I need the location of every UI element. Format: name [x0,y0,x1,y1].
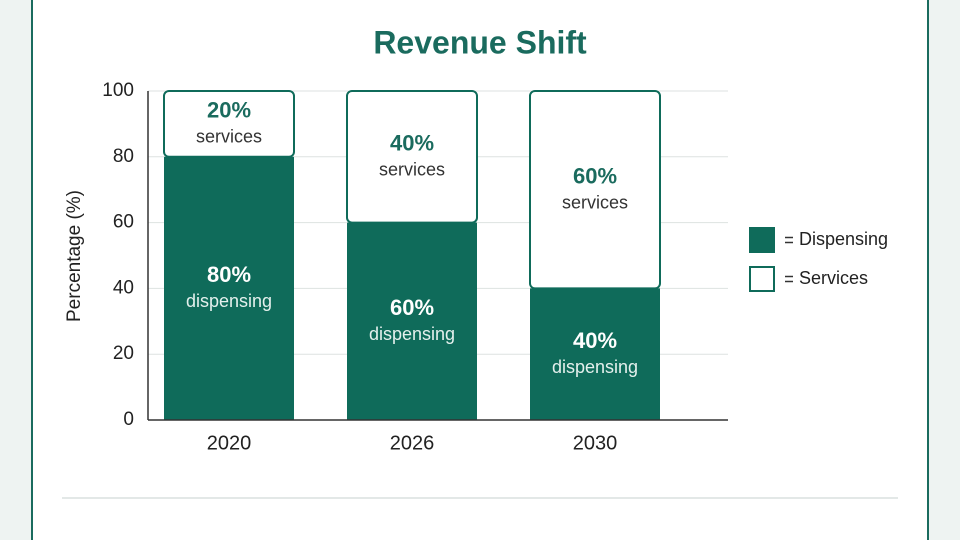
x-tick-label: 2026 [390,432,435,454]
legend-swatch [749,266,775,292]
value-label: 40% [573,328,617,353]
y-tick-label: 100 [102,80,134,101]
y-axis-label: Percentage (%) [64,190,85,322]
segment-label: dispensing [369,324,455,344]
segment-label: dispensing [552,357,638,377]
bar-segment [164,156,294,421]
segment-label: services [196,127,262,147]
chart-title: Revenue Shift [373,24,587,60]
bar-segment [346,90,478,224]
segment-label: dispensing [186,291,272,311]
bar-segment [347,222,477,420]
value-label: 60% [573,164,617,189]
y-tick-label: 80 [113,146,134,167]
y-tick-label: 20 [113,343,134,364]
x-tick-label: 2020 [207,432,252,454]
y-tick-label: 60 [113,212,134,233]
value-label: 60% [390,295,434,320]
value-label: 80% [207,262,251,287]
bar-segment [163,90,295,158]
legend-label: Services [799,268,868,288]
value-label: 40% [390,131,434,156]
x-tick-label: 2030 [573,432,618,454]
bar-segment [529,90,661,290]
legend-swatch [749,227,775,253]
legend-label: Dispensing [799,229,888,249]
segment-label: services [562,192,628,212]
value-label: 20% [207,98,251,123]
y-tick-label: 0 [123,409,134,430]
segment-label: services [379,160,445,180]
y-tick-label: 40 [113,277,134,298]
bar-segment [530,288,660,420]
